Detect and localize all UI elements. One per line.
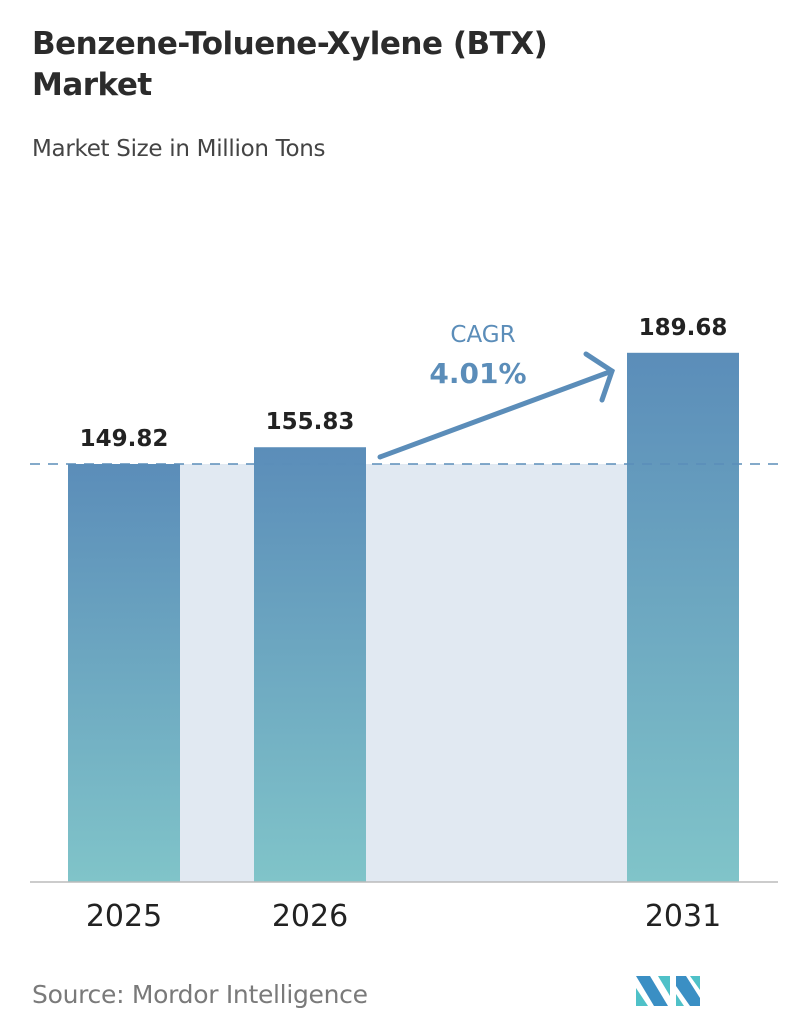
source-note: Source: Mordor Intelligence xyxy=(32,980,368,1009)
value-label-2025: 149.82 xyxy=(80,426,169,452)
cagr-value: 4.01% xyxy=(429,357,526,390)
value-label-2031: 189.68 xyxy=(639,315,728,341)
chart-subtitle: Market Size in Million Tons xyxy=(32,136,326,162)
x-tick-2031: 2031 xyxy=(645,899,721,934)
cagr-label: CAGR xyxy=(450,322,515,348)
value-label-2026: 155.83 xyxy=(266,409,355,435)
mordor-logo-icon xyxy=(636,976,700,1006)
x-tick-2025: 2025 xyxy=(86,899,162,934)
cagr-arrow-icon xyxy=(377,351,615,460)
bar-2025 xyxy=(68,464,180,882)
bar-2026 xyxy=(254,447,366,882)
bar-2031 xyxy=(627,352,739,882)
x-tick-2026: 2026 xyxy=(272,899,348,934)
chart-title: Benzene-Toluene-Xylene (BTX) Market xyxy=(32,26,548,103)
